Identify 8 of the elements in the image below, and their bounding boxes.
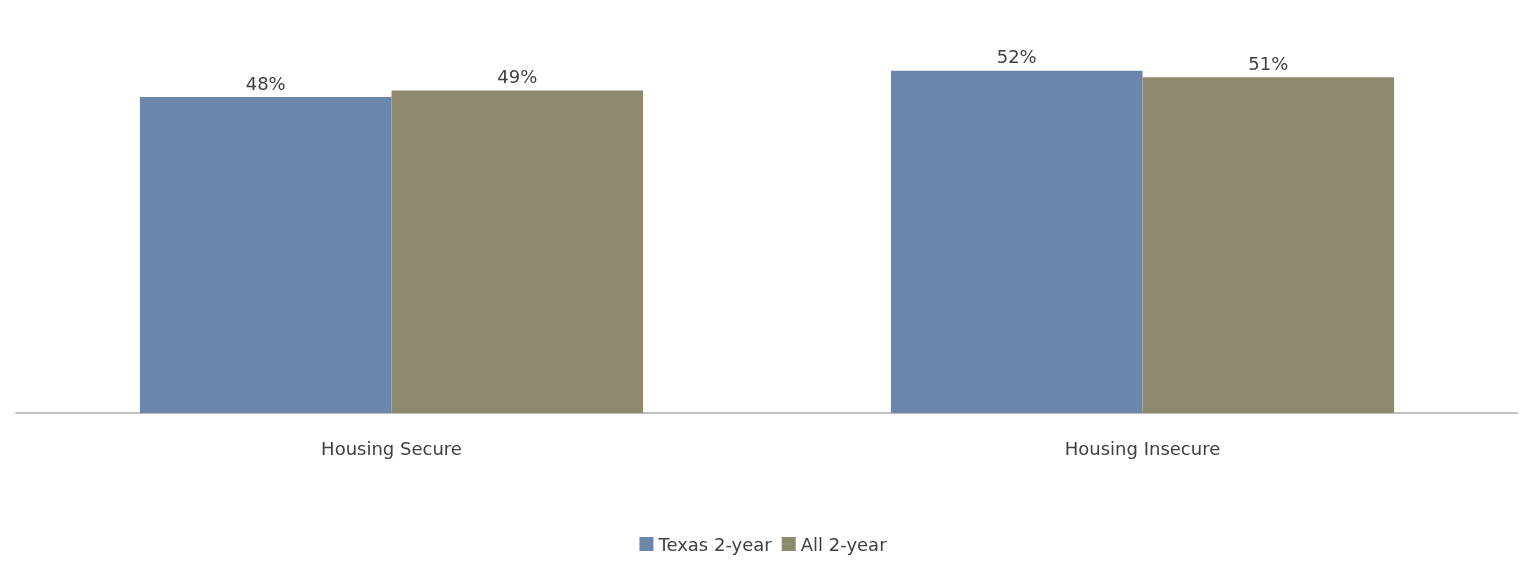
x-tick-label: Housing Secure xyxy=(321,437,462,459)
data-label: 51% xyxy=(1248,52,1289,74)
x-tick-label: Housing Insecure xyxy=(1064,437,1221,459)
data-label: 52% xyxy=(996,46,1037,68)
data-label: 48% xyxy=(245,72,286,94)
legend-label: Texas 2-year xyxy=(657,533,773,555)
legend-label: All 2-year xyxy=(800,533,888,555)
data-label: 49% xyxy=(497,65,538,87)
